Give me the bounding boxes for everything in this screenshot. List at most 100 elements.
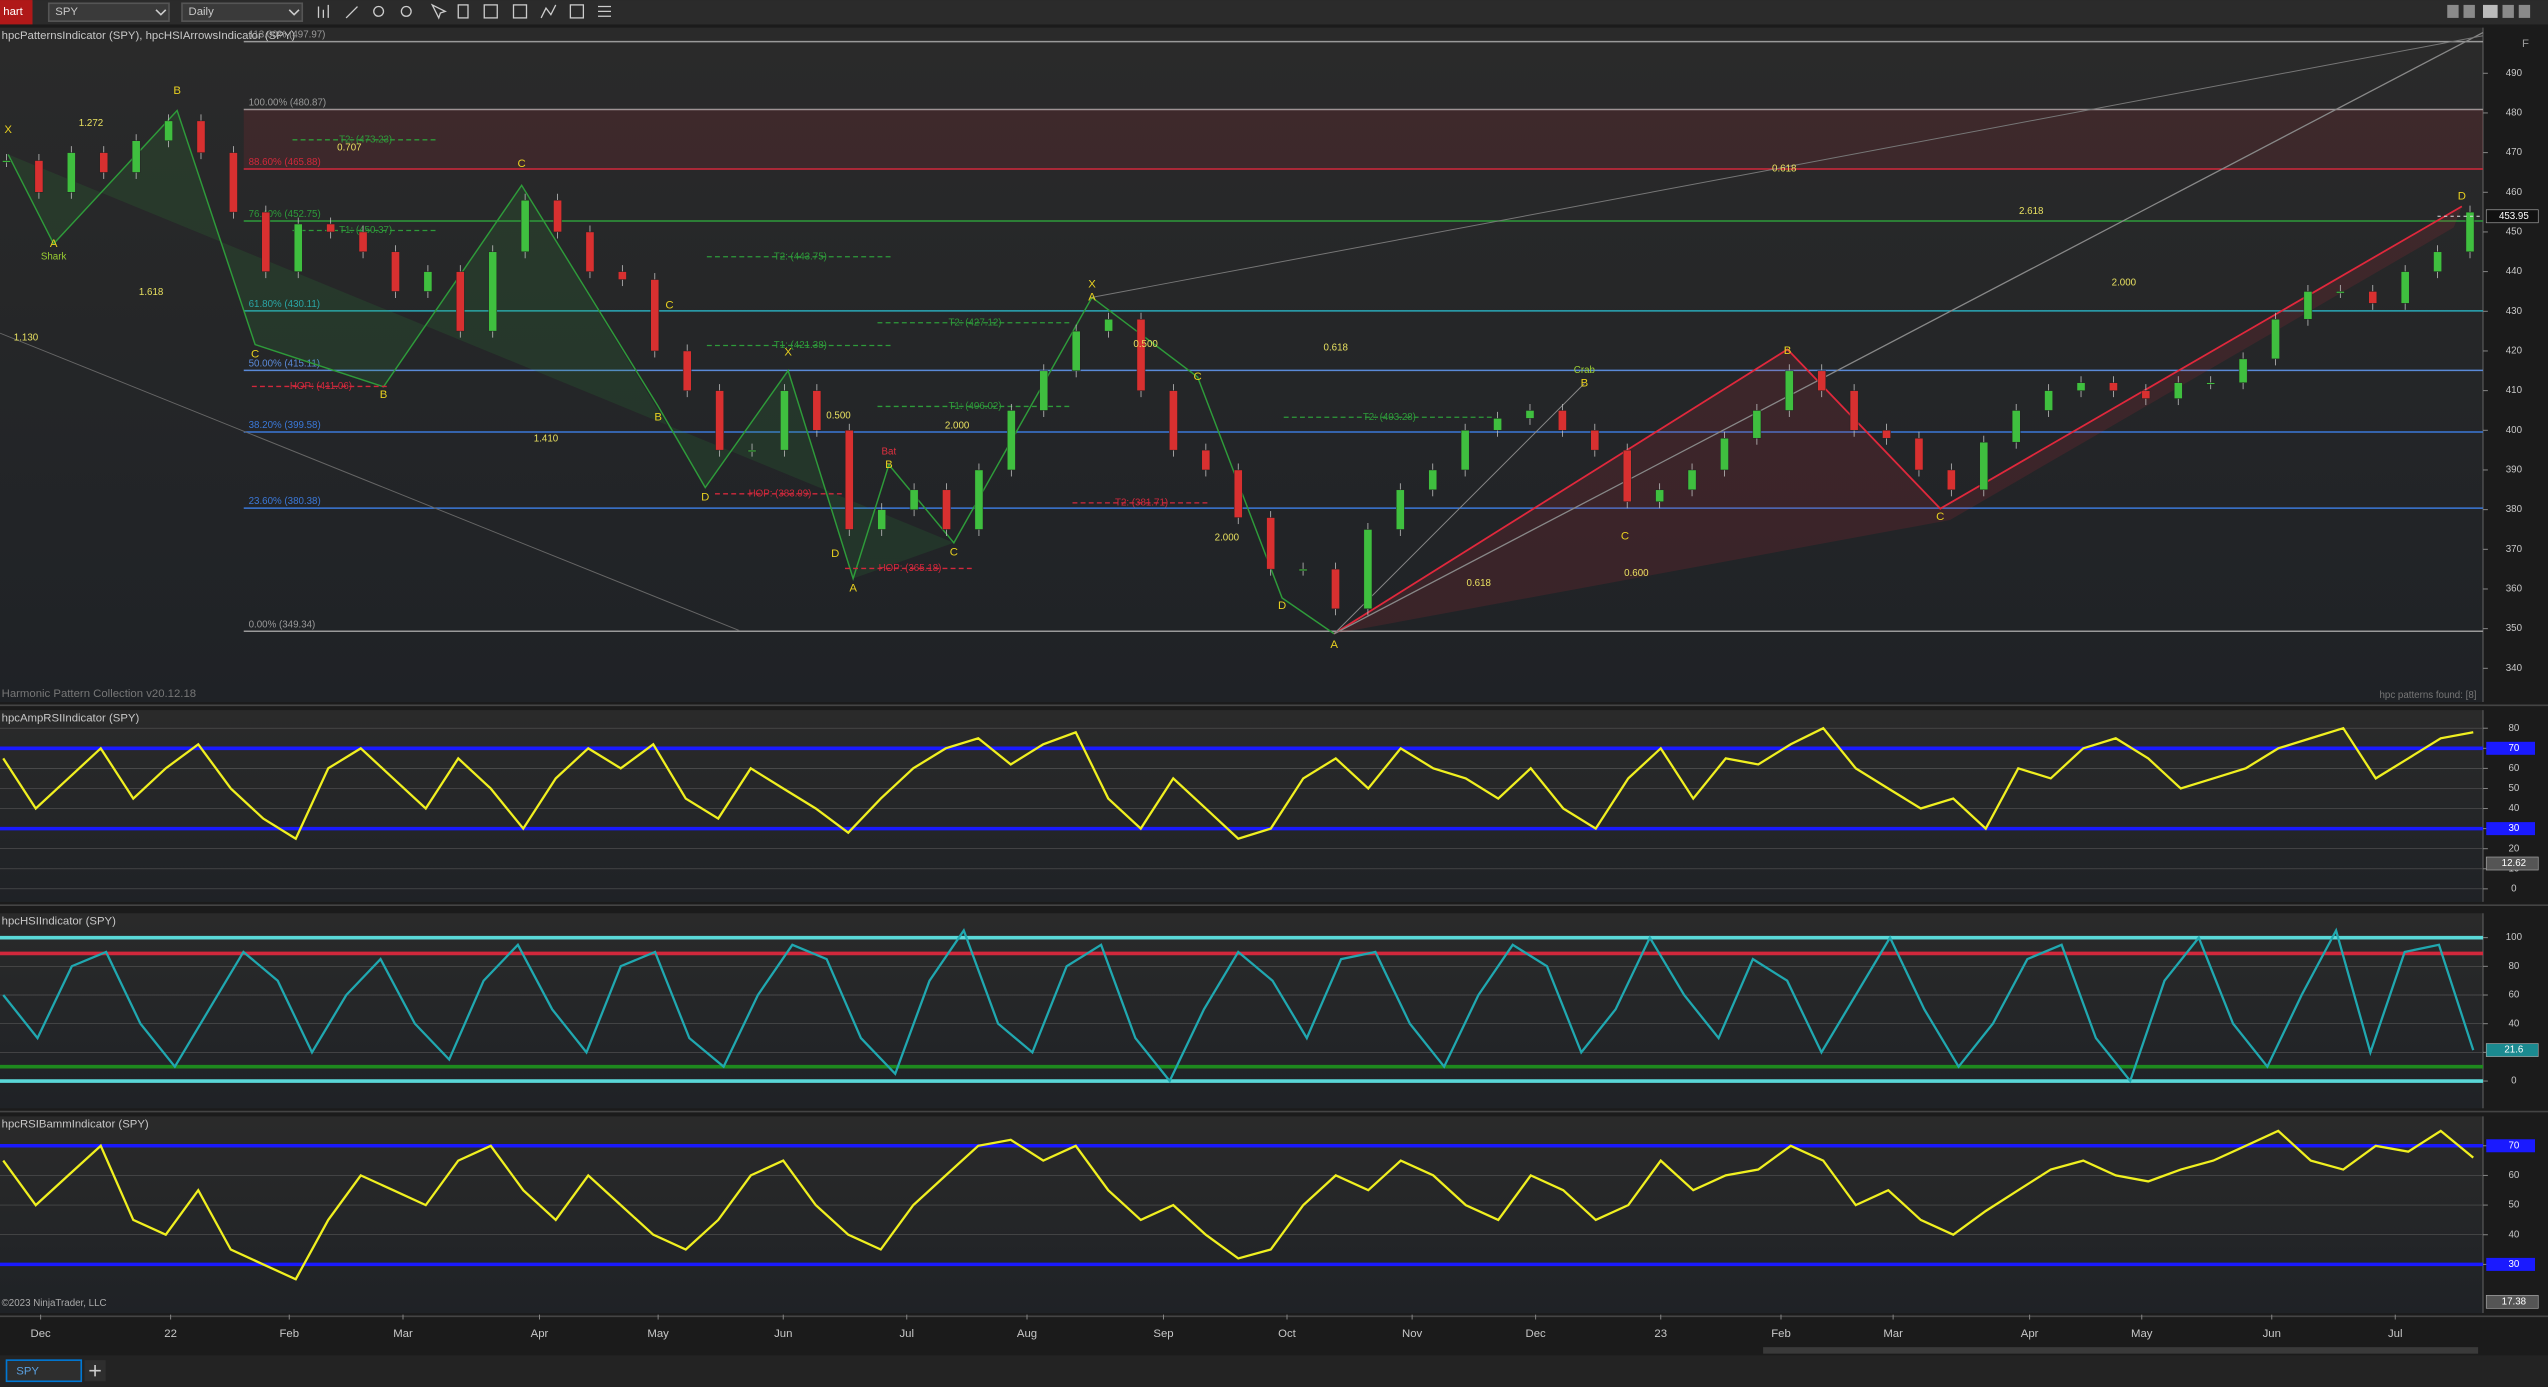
pattern-point: B	[1784, 345, 1792, 357]
dropdown-arrow	[288, 9, 300, 16]
trend-line	[0, 332, 740, 631]
candle	[2109, 382, 2118, 391]
target-label: HOP: (365.18)	[879, 563, 942, 574]
pattern-point: B	[1581, 378, 1589, 390]
candle	[1687, 469, 1697, 491]
x-tick-label: Dec	[31, 1328, 52, 1340]
x-tick-label: Feb	[279, 1328, 299, 1340]
chart-tab[interactable]	[5, 1359, 83, 1383]
draw-icon[interactable]	[345, 6, 358, 19]
strategies-icon[interactable]	[540, 4, 557, 19]
panel-title: hpcRSIBammIndicator (SPY)	[2, 1119, 149, 1131]
pattern-point: D	[2458, 191, 2466, 203]
candle	[877, 509, 886, 530]
panel-title: hpcPatternsIndicator (SPY), hpcHSIArrows…	[2, 30, 296, 42]
target-label: T2: (403.28)	[1363, 412, 1416, 423]
properties-icon[interactable]	[457, 4, 469, 19]
ratio-label: 0.618	[1772, 164, 1796, 175]
pattern-name: Bat	[882, 446, 897, 457]
level-label: 70	[2508, 743, 2519, 754]
candle	[520, 199, 530, 253]
candle	[1104, 318, 1113, 332]
candle	[812, 390, 822, 431]
candle	[780, 390, 789, 451]
candle	[1914, 437, 1924, 471]
bars-icon[interactable]	[317, 4, 329, 18]
indicator-line	[2, 1129, 2474, 1281]
candle	[1655, 489, 1664, 502]
pattern-point: B	[173, 85, 181, 97]
y-tick-label: 430	[2506, 306, 2523, 317]
window-button[interactable]	[2447, 4, 2459, 18]
candle	[391, 251, 400, 292]
ratio-label: 0.600	[1624, 568, 1649, 579]
y-tick-label: 410	[2506, 385, 2523, 396]
trend-line	[1333, 383, 1585, 635]
candle	[909, 489, 919, 510]
window-buttons	[2447, 4, 2531, 18]
y-tick-label: 370	[2506, 544, 2523, 555]
target-label: T1: (406.02)	[948, 401, 1001, 412]
candle	[1784, 370, 1794, 411]
y-tick-label: 360	[2506, 584, 2523, 595]
tab-header[interactable]	[0, 0, 33, 25]
window-button[interactable]	[2518, 4, 2531, 18]
candle	[1752, 410, 1762, 439]
candle	[1622, 449, 1632, 502]
candle	[2303, 291, 2313, 320]
candle	[1039, 370, 1049, 411]
menu-icon[interactable]	[598, 5, 611, 17]
pattern-line	[1333, 205, 2463, 635]
pointer-icon[interactable]	[430, 3, 447, 20]
scrollbar[interactable]	[1763, 1347, 2479, 1354]
candle	[2076, 382, 2086, 391]
pattern-point: X	[784, 347, 792, 359]
candle	[1882, 430, 1891, 439]
copyright: ©2023 NinjaTrader, LLC	[2, 1298, 107, 1309]
candle	[423, 271, 433, 292]
target-label: HOP: (383.99)	[749, 488, 812, 499]
interval-select[interactable]	[181, 2, 304, 22]
y-tick-label: 470	[2506, 147, 2523, 158]
zoom-out-icon[interactable]	[400, 5, 412, 17]
dropdown-arrow	[155, 9, 167, 16]
candle	[2141, 390, 2151, 399]
candle	[553, 199, 562, 233]
x-tick-label: Apr	[2021, 1328, 2039, 1340]
pattern-shade	[1334, 206, 2462, 634]
pattern-point: C	[1621, 530, 1629, 542]
indicators-icon[interactable]	[512, 4, 528, 19]
snapshot-icon[interactable]	[569, 4, 585, 19]
candle	[261, 211, 271, 272]
x-tick-label: Oct	[1278, 1328, 1297, 1340]
tab-bar	[0, 1355, 2548, 1387]
candle	[715, 390, 724, 451]
candle	[747, 449, 757, 453]
level-box	[2486, 822, 2535, 836]
x-tick-label: Mar	[1883, 1328, 1903, 1340]
fib-label: 38.20% (399.58)	[249, 420, 321, 431]
last-value-box	[2485, 1043, 2539, 1057]
fib-label: 100.00% (480.87)	[249, 98, 327, 109]
template-icon[interactable]	[483, 4, 498, 19]
fib-label: 113.00% (497.97)	[249, 30, 326, 41]
y-tick-label: 0	[2511, 1076, 2517, 1087]
ratio-label: 0.707	[337, 142, 361, 153]
level-box	[2486, 1139, 2535, 1153]
zone	[243, 109, 2483, 169]
pattern-point: C	[518, 158, 526, 170]
chart-tab-label: SPY	[16, 1366, 39, 1378]
candle	[455, 271, 465, 332]
x-tick-label: Jun	[2263, 1328, 2281, 1340]
window-button[interactable]	[2483, 4, 2498, 18]
level-label: 30	[2508, 1259, 2519, 1270]
window-button[interactable]	[2502, 4, 2514, 18]
instrument-select[interactable]	[47, 2, 170, 22]
zoom-in-icon[interactable]	[373, 5, 385, 17]
ratio-label: 1.130	[14, 333, 39, 344]
candle	[99, 152, 109, 173]
panel-bg	[0, 710, 2483, 902]
y-tick-label: 40	[2508, 1018, 2519, 1029]
window-button[interactable]	[2463, 4, 2475, 18]
pattern-point: X	[4, 124, 12, 136]
